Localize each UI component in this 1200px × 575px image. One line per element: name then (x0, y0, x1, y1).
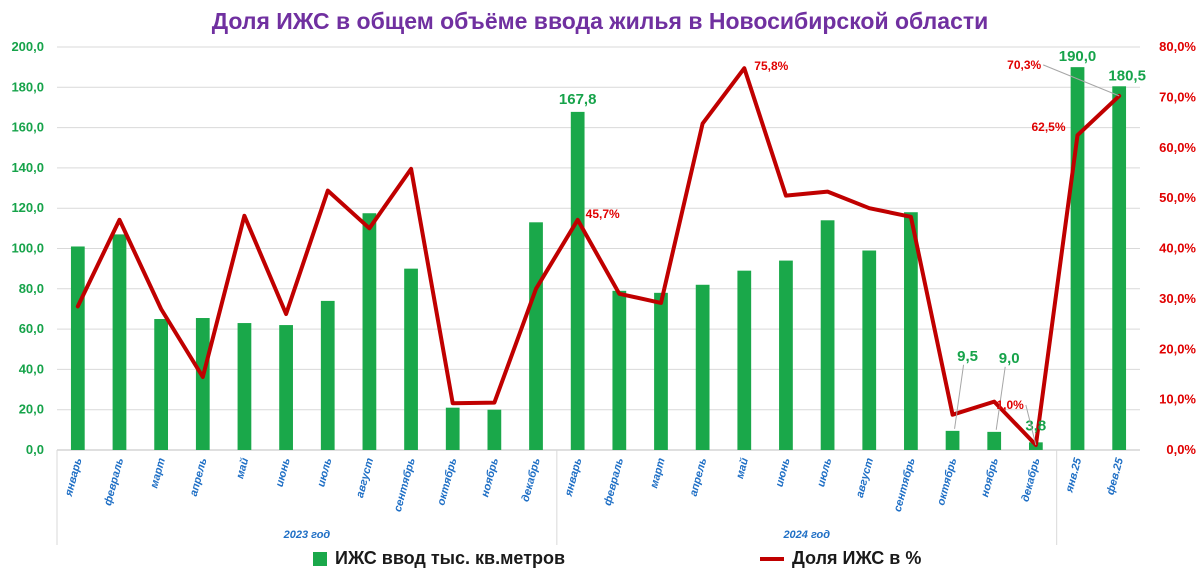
y-right-tick-label: 50,0% (1159, 190, 1196, 205)
x-tick-label: сентябрь (892, 457, 918, 513)
bar (654, 292, 668, 450)
line-data-label: 1,0% (997, 398, 1025, 412)
bar (1112, 86, 1127, 450)
x-tick-label: октябрь (935, 457, 959, 507)
line-data-label: 75,8% (754, 59, 788, 73)
bar (445, 407, 460, 450)
y-left-tick-label: 120,0 (11, 200, 44, 215)
x-tick-label: июль (315, 457, 334, 489)
y-right-tick-label: 20,0% (1159, 341, 1196, 356)
x-tick-label: июль (815, 457, 834, 489)
bar (779, 260, 793, 450)
bar (237, 323, 252, 450)
y-left-tick-label: 80,0 (19, 281, 44, 296)
bar (862, 250, 877, 450)
y-right-tick-label: 60,0% (1159, 140, 1196, 155)
bar-data-label: 9,5 (957, 348, 978, 365)
bar (820, 220, 835, 450)
y-left-tick-label: 140,0 (11, 160, 44, 175)
bar (987, 431, 1002, 450)
y-left-tick-label: 160,0 (11, 120, 44, 135)
x-tick-label: декабрь (520, 457, 543, 503)
x-tick-label: февраль (102, 457, 126, 507)
bar (612, 290, 627, 450)
x-tick-label: ноябрь (479, 457, 501, 499)
x-tick-label: фев.25 (1105, 456, 1127, 496)
bar-data-label: 190,0 (1059, 48, 1097, 65)
x-tick-label: янв.25 (1063, 456, 1084, 495)
bar (695, 284, 710, 450)
x-tick-label: июнь (274, 457, 293, 489)
bar (195, 318, 210, 450)
legend-swatch-line (760, 556, 784, 561)
x-tick-label: март (148, 457, 168, 490)
bar-data-label: 9,0 (999, 350, 1020, 367)
x-tick-label: июнь (773, 457, 792, 489)
bar (1070, 67, 1085, 451)
x-tick-label: май (734, 456, 751, 480)
x-tick-label: февраль (602, 457, 626, 507)
bar (529, 222, 543, 450)
bar (279, 325, 293, 450)
x-tick-label: март (648, 457, 668, 490)
y-left-tick-label: 60,0 (19, 321, 44, 336)
y-right-tick-label: 40,0% (1159, 241, 1196, 256)
group-label: 2023 год (283, 529, 331, 541)
bar (362, 213, 377, 450)
chart-title: Доля ИЖС в общем объёме ввода жилья в Но… (211, 8, 989, 34)
bar (154, 319, 169, 450)
x-tick-label: январь (562, 457, 584, 499)
line-label-leader (1025, 404, 1037, 446)
bar (570, 111, 585, 451)
bar (70, 246, 85, 450)
x-tick-label: октябрь (435, 457, 459, 507)
line-label-leader (1042, 64, 1120, 97)
bar-label-leader (954, 364, 965, 429)
x-tick-label: ноябрь (979, 457, 1001, 499)
y-right-tick-label: 70,0% (1159, 89, 1196, 104)
bar (904, 212, 918, 450)
x-tick-label: сентябрь (392, 457, 418, 513)
y-right-tick-label: 10,0% (1159, 392, 1196, 407)
y-right-tick-label: 30,0% (1159, 291, 1196, 306)
y-left-tick-label: 40,0 (19, 361, 44, 376)
bar (487, 409, 502, 450)
line-data-label: 70,3% (1007, 58, 1041, 72)
x-tick-label: май (234, 456, 251, 480)
y-right-tick-label: 80,0% (1159, 39, 1196, 54)
y-left-tick-label: 200,0 (11, 39, 44, 54)
y-left-tick-label: 180,0 (11, 79, 44, 94)
y-left-tick-label: 20,0 (19, 402, 44, 417)
bar-label-leader (995, 366, 1006, 430)
y-left-tick-label: 100,0 (11, 241, 44, 256)
line-data-label: 45,7% (586, 207, 620, 221)
x-tick-label: апрель (188, 457, 210, 498)
legend-label-line: Доля ИЖС в % (792, 548, 922, 568)
line-data-label: 62,5% (1031, 120, 1065, 134)
line-series (75, 66, 1122, 447)
y-right-tick-label: 0,0% (1166, 442, 1196, 457)
bar-data-label: 167,8 (559, 91, 597, 108)
legend-item-bars: ИЖС ввод тыс. кв.метров (313, 548, 565, 569)
bar-data-label: 3,8 (1025, 417, 1046, 434)
x-tick-label: январь (63, 457, 85, 499)
legend-swatch-bars (313, 551, 327, 566)
group-label: 2024 год (782, 529, 830, 541)
bar-data-label: 180,5 (1108, 67, 1146, 84)
bar (945, 430, 960, 450)
bar (737, 270, 752, 450)
legend-label-bars: ИЖС ввод тыс. кв.метров (335, 548, 566, 568)
bar (320, 300, 335, 450)
y-left-tick-label: 0,0 (26, 442, 44, 457)
bar (112, 234, 127, 450)
x-tick-label: апрель (688, 457, 710, 498)
x-tick-label: август (854, 457, 876, 500)
x-tick-label: декабрь (1019, 457, 1042, 503)
bar (404, 268, 418, 450)
legend-item-line: Доля ИЖС в % (760, 548, 921, 569)
x-tick-label: август (354, 457, 376, 500)
